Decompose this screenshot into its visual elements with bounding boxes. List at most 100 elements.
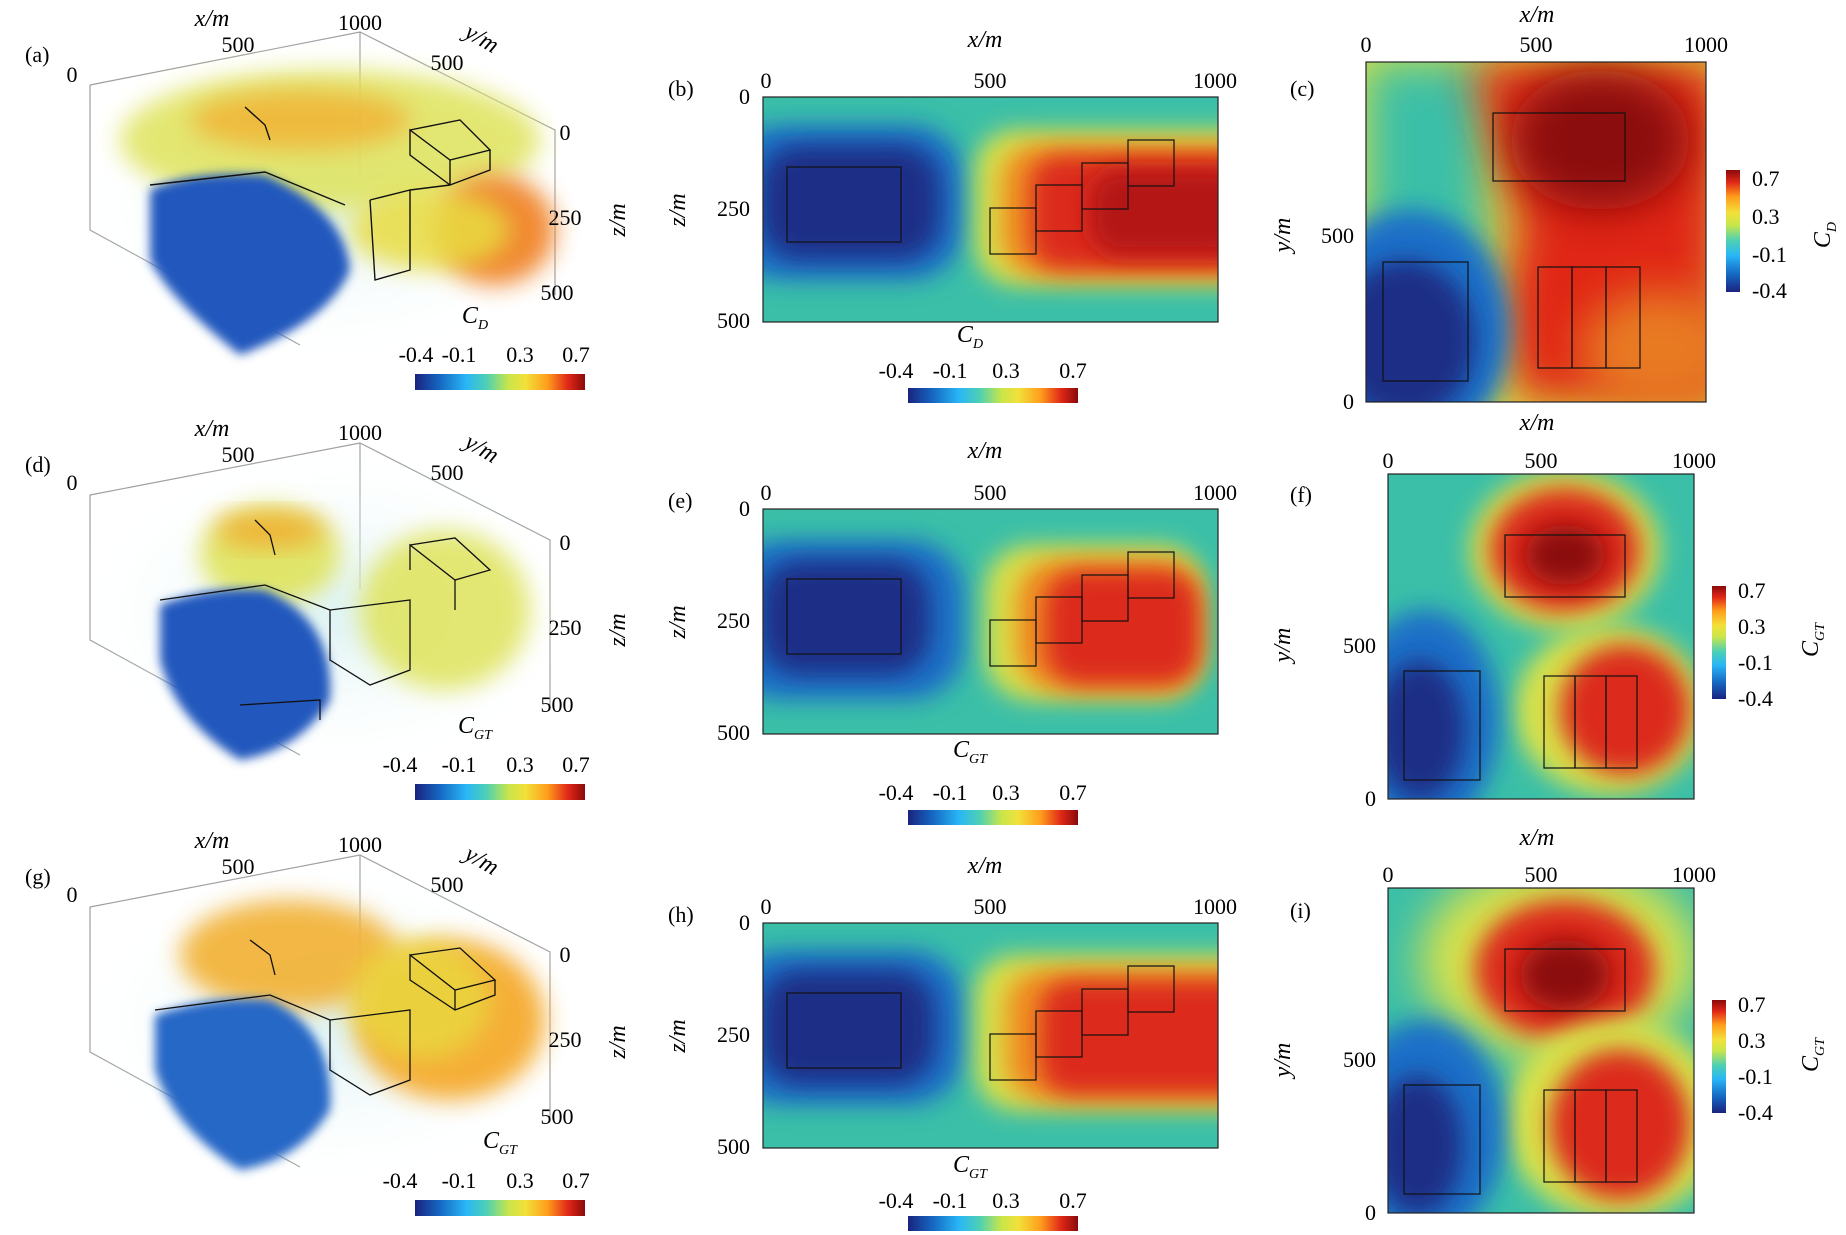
svg-text:0: 0 (761, 480, 772, 505)
anomaly-positive (350, 940, 490, 1060)
panel-g: (g) 0 500 1000 500 0 250 500 x/m y/m (25, 828, 631, 1216)
svg-text:1000: 1000 (1684, 32, 1728, 57)
svg-text:0: 0 (67, 62, 78, 87)
anomaly-positive (180, 900, 400, 1010)
svg-text:0: 0 (1361, 32, 1372, 57)
svg-text:500: 500 (1525, 862, 1558, 887)
svg-text:0: 0 (1365, 1200, 1376, 1225)
panel-tag: (c) (1290, 76, 1314, 101)
panel-tag: (e) (668, 488, 692, 513)
colorbar: 0.7 0.3 -0.1 -0.4 CD (1726, 166, 1840, 303)
x-axis-label: x/m (1519, 2, 1555, 28)
svg-text:0.3: 0.3 (992, 1188, 1020, 1213)
y-axis-label: y/m (458, 840, 503, 881)
svg-text:0: 0 (560, 530, 571, 555)
svg-text:250: 250 (717, 608, 750, 633)
axis-ticks: 0 500 1000 500 0 250 500 (67, 832, 582, 1129)
colorbar-title: CGT (1798, 1037, 1828, 1072)
svg-text:500: 500 (431, 50, 464, 75)
svg-text:0.7: 0.7 (562, 752, 590, 777)
plot-frame (1365, 61, 1707, 403)
x-axis-label: x/m (194, 6, 230, 32)
svg-text:-0.1: -0.1 (442, 1168, 477, 1193)
svg-text:0: 0 (67, 882, 78, 907)
x-axis-label: x/m (1519, 825, 1555, 851)
anomaly-negative (150, 174, 350, 355)
colorbar: 0.7 0.3 -0.1 -0.4 CGT (1712, 992, 1828, 1125)
y-axis-label: y/m (1270, 218, 1296, 255)
anomaly-positive (360, 530, 530, 690)
svg-text:0: 0 (1383, 448, 1394, 473)
svg-text:250: 250 (717, 196, 750, 221)
model-outlines (786, 965, 1175, 1081)
y-axis-label: y/m (458, 428, 503, 469)
svg-text:0: 0 (1383, 862, 1394, 887)
svg-text:500: 500 (974, 68, 1007, 93)
svg-text:-0.4: -0.4 (879, 1188, 914, 1213)
panel-tag: (d) (25, 452, 51, 477)
svg-text:0.7: 0.7 (1059, 1188, 1087, 1213)
colorbar-title: CD (957, 322, 983, 352)
svg-text:-0.4: -0.4 (383, 1168, 418, 1193)
plot-frame (1387, 473, 1695, 800)
svg-text:0.3: 0.3 (1752, 204, 1780, 229)
panel-tag: (i) (1290, 898, 1311, 923)
anomaly-positive (350, 190, 510, 270)
section-xy (1366, 62, 1706, 402)
svg-text:-0.1: -0.1 (1738, 650, 1773, 675)
svg-text:0.7: 0.7 (1059, 780, 1087, 805)
svg-text:-0.1: -0.1 (933, 780, 968, 805)
svg-text:-0.4: -0.4 (399, 342, 434, 367)
model-outlines (1403, 534, 1638, 781)
panel-e: (e) x/m z/m 0 500 1000 0 250 500 CGT -0.… (665, 438, 1237, 825)
x-axis-label: x/m (1519, 410, 1555, 436)
panel-a: (a) 0 500 1000 500 0 250 500 x/ (25, 6, 631, 390)
svg-text:500: 500 (1343, 1047, 1376, 1072)
svg-text:1000: 1000 (1672, 448, 1716, 473)
x-axis-label: x/m (967, 853, 1003, 879)
svg-text:0.7: 0.7 (562, 342, 590, 367)
colorbar: CD -0.4 -0.1 0.3 0.7 (879, 322, 1087, 403)
svg-text:250: 250 (549, 205, 582, 230)
svg-text:1000: 1000 (1193, 68, 1237, 93)
svg-text:250: 250 (549, 1027, 582, 1052)
svg-text:500: 500 (1321, 223, 1354, 248)
model-prisms (159, 519, 492, 720)
svg-text:500: 500 (222, 854, 255, 879)
panel-tag: (g) (25, 864, 51, 889)
svg-text:0: 0 (560, 120, 571, 145)
panel-i: (i) x/m 0 500 1000 y/m 500 0 0.7 (1270, 825, 1828, 1225)
plot-frame (762, 922, 1219, 1149)
model-prisms (154, 939, 497, 1096)
svg-text:500: 500 (222, 32, 255, 57)
z-axis-label: z/m (605, 613, 631, 647)
svg-text:0: 0 (761, 68, 772, 93)
section-xz (763, 509, 1218, 734)
svg-text:-0.1: -0.1 (442, 342, 477, 367)
svg-text:0.7: 0.7 (1752, 166, 1780, 191)
panel-d: (d) 0 500 1000 500 0 250 500 x/m (25, 416, 631, 800)
model-outlines (1403, 948, 1638, 1195)
x-axis-label: x/m (194, 416, 230, 442)
svg-text:1000: 1000 (1193, 480, 1237, 505)
svg-text:0: 0 (67, 470, 78, 495)
svg-text:-0.1: -0.1 (1752, 242, 1787, 267)
svg-text:-0.4: -0.4 (1752, 278, 1787, 303)
z-axis-label: z/m (665, 193, 691, 227)
svg-text:-0.4: -0.4 (383, 752, 418, 777)
section-xz (763, 923, 1218, 1148)
model-prisms (149, 106, 492, 281)
z-axis-label: z/m (665, 1019, 691, 1053)
svg-text:0.3: 0.3 (1738, 614, 1766, 639)
model-outlines (786, 139, 1175, 255)
svg-text:500: 500 (1525, 448, 1558, 473)
z-axis-label: z/m (605, 203, 631, 237)
panel-tag: (f) (1290, 482, 1312, 507)
anomaly-negative (155, 999, 331, 1170)
y-axis-label: y/m (458, 18, 503, 59)
svg-text:1000: 1000 (338, 10, 382, 35)
panel-tag: (b) (668, 76, 694, 101)
svg-text:0.7: 0.7 (1059, 358, 1087, 383)
section-xz (763, 97, 1218, 322)
